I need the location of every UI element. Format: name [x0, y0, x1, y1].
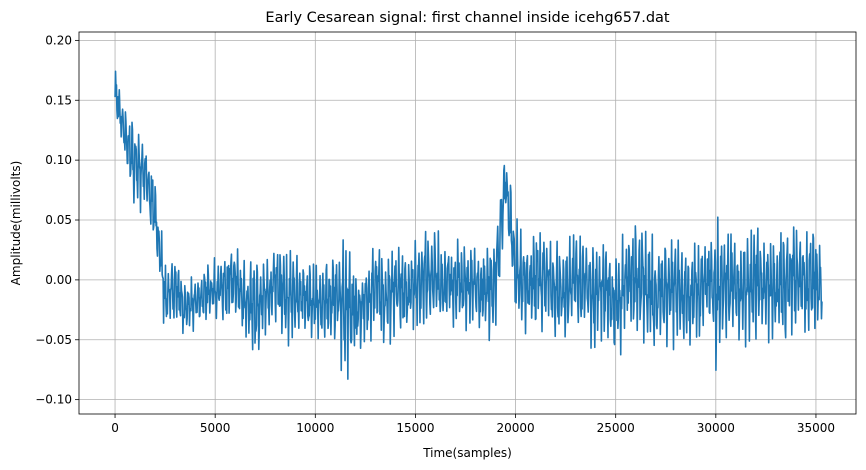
x-tick-label: 15000: [396, 421, 434, 435]
x-tick-label: 30000: [697, 421, 735, 435]
y-axis: −0.10 −0.05 0.00 0.05 0.10 0.15 0.20: [35, 33, 79, 407]
x-tick-label: 35000: [797, 421, 835, 435]
x-tick-label: 0: [111, 421, 119, 435]
x-axis: 0 5000 10000 15000 20000 25000 30000 35000: [111, 414, 835, 435]
y-tick-label: 0.15: [45, 93, 72, 107]
y-tick-label: −0.05: [35, 333, 72, 347]
y-tick-label: 0.05: [45, 213, 72, 227]
x-tick-label: 10000: [296, 421, 334, 435]
x-tick-label: 20000: [496, 421, 534, 435]
x-tick-label: 5000: [200, 421, 231, 435]
series-line-0: [114, 70, 823, 380]
plot-frame: [78, 31, 857, 415]
y-tick-label: 0.00: [45, 273, 72, 287]
y-tick-label: 0.20: [45, 33, 72, 47]
x-axis-label: Time(samples): [422, 446, 512, 460]
x-tick-label: 25000: [597, 421, 635, 435]
grid-lines: [79, 32, 856, 414]
y-axis-label: Amplitude(millivolts): [9, 161, 23, 286]
chart-title: Early Cesarean signal: first channel ins…: [265, 10, 670, 26]
y-tick-label: −0.10: [35, 393, 72, 407]
series-layer: [114, 70, 823, 380]
y-tick-label: 0.10: [45, 153, 72, 167]
